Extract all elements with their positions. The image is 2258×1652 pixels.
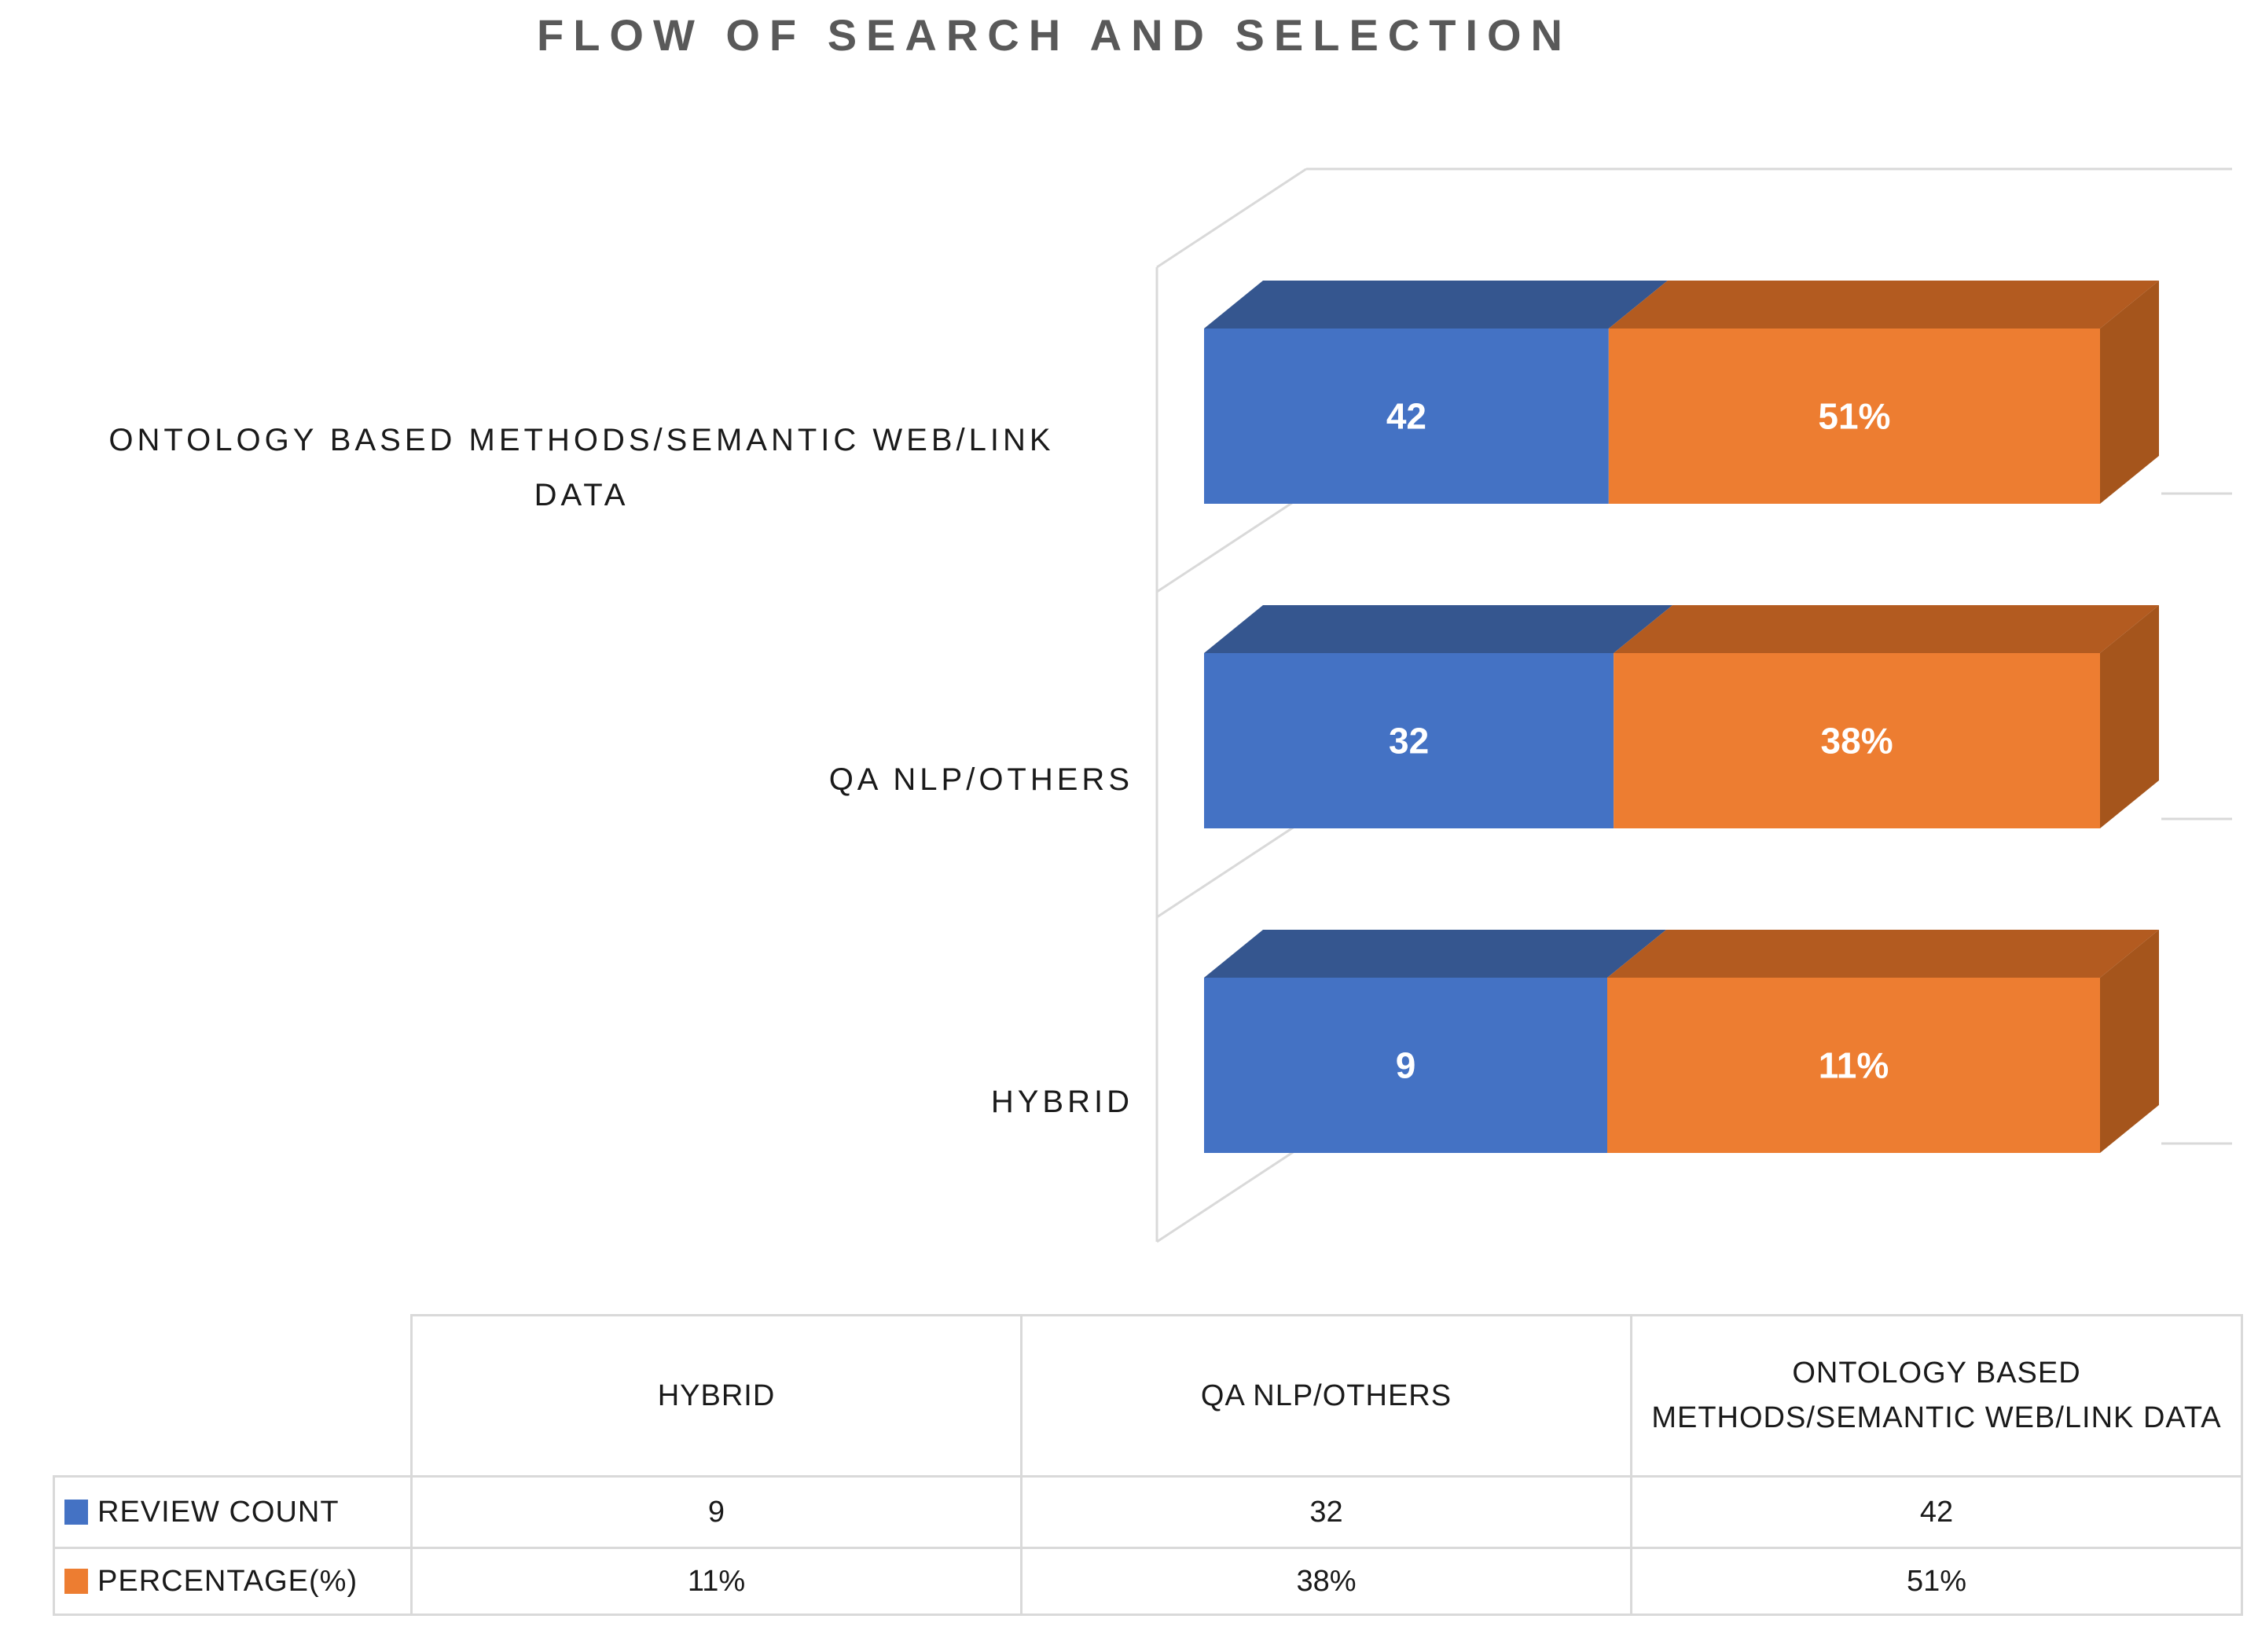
data-label-review-count: 32 bbox=[1389, 721, 1429, 762]
table-row-label-cell: PERCENTAGE(%) bbox=[53, 1547, 413, 1616]
bar-segment-percentage bbox=[1608, 329, 2100, 504]
floor-diagonal-1 bbox=[1156, 167, 1307, 269]
table-cell: 42 bbox=[1630, 1475, 2243, 1549]
bar-segment-review-count bbox=[1204, 653, 1614, 828]
table-row-percentage: PERCENTAGE(%) 11% 38% 51% bbox=[53, 1547, 2243, 1616]
table-cell: 11% bbox=[410, 1547, 1023, 1616]
category-axis-labels: ONTOLOGY BASED METHODS/SEMANTIC WEB/LINK… bbox=[108, 423, 1133, 1119]
bar-top-face-blue bbox=[1204, 281, 1668, 329]
table-col-header-ontology: ONTOLOGY BASED METHODS/SEMANTIC WEB/LINK… bbox=[1630, 1314, 2243, 1478]
category-label-line: HYBRID bbox=[991, 1085, 1133, 1119]
data-label-review-count: 42 bbox=[1386, 396, 1426, 437]
data-label-percentage: 11% bbox=[1819, 1045, 1889, 1086]
category-label-line: QA NLP/OTHERS bbox=[829, 762, 1133, 797]
bar-top-face-blue bbox=[1204, 605, 1673, 653]
bar-top-face-orange bbox=[1614, 605, 2159, 653]
bars-group: 42 51% 32 38% 9 11% bbox=[1204, 281, 2159, 1153]
table-cell: 32 bbox=[1020, 1475, 1632, 1549]
data-label-review-count: 9 bbox=[1396, 1045, 1416, 1086]
table-cell: 38% bbox=[1020, 1547, 1632, 1616]
bar-2: 9 11% bbox=[1204, 930, 2159, 1153]
floor-diagonal-4 bbox=[1156, 1142, 1307, 1243]
plot-walls bbox=[1155, 167, 2232, 1243]
table-row-review-count: REVIEW COUNT 9 32 42 bbox=[53, 1475, 2243, 1549]
table-col-header-hybrid: HYBRID bbox=[410, 1314, 1023, 1478]
bar-top-face-orange bbox=[1607, 930, 2159, 978]
category-label-line: ONTOLOGY BASED METHODS/SEMANTIC WEB/LINK bbox=[108, 423, 1054, 457]
category-label-line: DATA bbox=[534, 478, 630, 512]
legend-swatch-review-count bbox=[64, 1499, 88, 1525]
table-cell: 51% bbox=[1630, 1547, 2243, 1616]
data-table: HYBRID QA NLP/OTHERS ONTOLOGY BASED METH… bbox=[53, 1314, 2243, 1616]
floor-diagonal-2 bbox=[1156, 492, 1307, 593]
legend-swatch-percentage bbox=[64, 1568, 88, 1594]
bar-side-face-orange bbox=[2100, 281, 2159, 504]
bar-side-face-orange bbox=[2100, 930, 2159, 1153]
chart-title: FLOW OF SEARCH AND SELECTION bbox=[536, 10, 1572, 60]
data-label-percentage: 38% bbox=[1821, 721, 1893, 762]
data-label-percentage: 51% bbox=[1818, 396, 1890, 437]
bar-1: 32 38% bbox=[1204, 605, 2159, 828]
bar-top-face-orange bbox=[1608, 281, 2159, 329]
bar-segment-review-count bbox=[1204, 978, 1607, 1153]
table-cell: 9 bbox=[410, 1475, 1023, 1549]
data-table-grid: HYBRID QA NLP/OTHERS ONTOLOGY BASED METH… bbox=[53, 1314, 2243, 1616]
table-row-label: REVIEW COUNT bbox=[97, 1495, 340, 1529]
bar-side-face-orange bbox=[2100, 605, 2159, 828]
bar-top-face-blue bbox=[1204, 930, 1666, 978]
bar-segment-percentage bbox=[1607, 978, 2100, 1153]
bar-segment-review-count bbox=[1204, 329, 1609, 504]
table-corner-cell bbox=[53, 1315, 413, 1477]
table-header-row: HYBRID QA NLP/OTHERS ONTOLOGY BASED METH… bbox=[53, 1314, 2243, 1478]
table-col-header-qa-nlp-others: QA NLP/OTHERS bbox=[1020, 1314, 1632, 1478]
bar-0: 42 51% bbox=[1204, 281, 2159, 504]
bar-segment-percentage bbox=[1614, 653, 2100, 828]
floor-diagonal-3 bbox=[1156, 817, 1307, 919]
table-row-label: PERCENTAGE(%) bbox=[97, 1564, 358, 1598]
table-row-label-cell: REVIEW COUNT bbox=[53, 1475, 413, 1549]
